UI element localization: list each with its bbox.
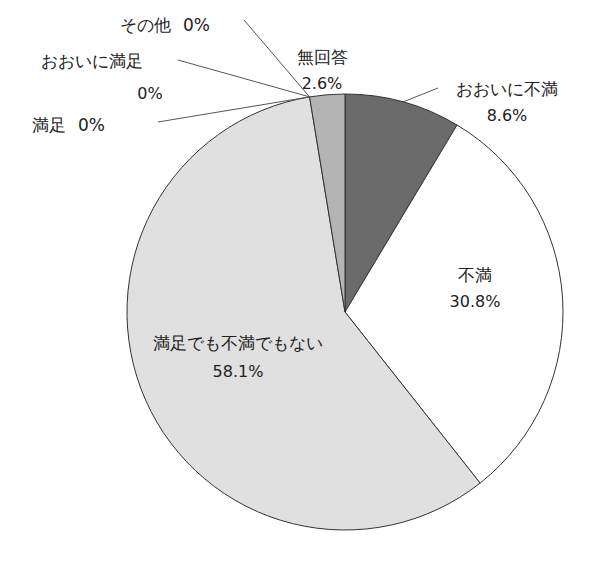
svg-text:2.6%: 2.6% bbox=[302, 74, 343, 93]
svg-text:58.1%: 58.1% bbox=[213, 362, 264, 381]
svg-text:その他0%: その他0% bbox=[120, 15, 210, 35]
svg-text:30.8%: 30.8% bbox=[450, 292, 501, 311]
svg-text:0%: 0% bbox=[137, 84, 162, 103]
svg-text:不満: 不満 bbox=[458, 265, 492, 285]
svg-text:おおいに不満: おおいに不満 bbox=[456, 79, 558, 99]
svg-text:満足0%: 満足0% bbox=[32, 115, 105, 135]
svg-text:満足でも不満でもない: 満足でも不満でもない bbox=[153, 333, 323, 353]
svg-text:おおいに満足: おおいに満足 bbox=[41, 51, 143, 71]
svg-text:無回答: 無回答 bbox=[297, 47, 348, 67]
svg-text:8.6%: 8.6% bbox=[487, 106, 528, 125]
